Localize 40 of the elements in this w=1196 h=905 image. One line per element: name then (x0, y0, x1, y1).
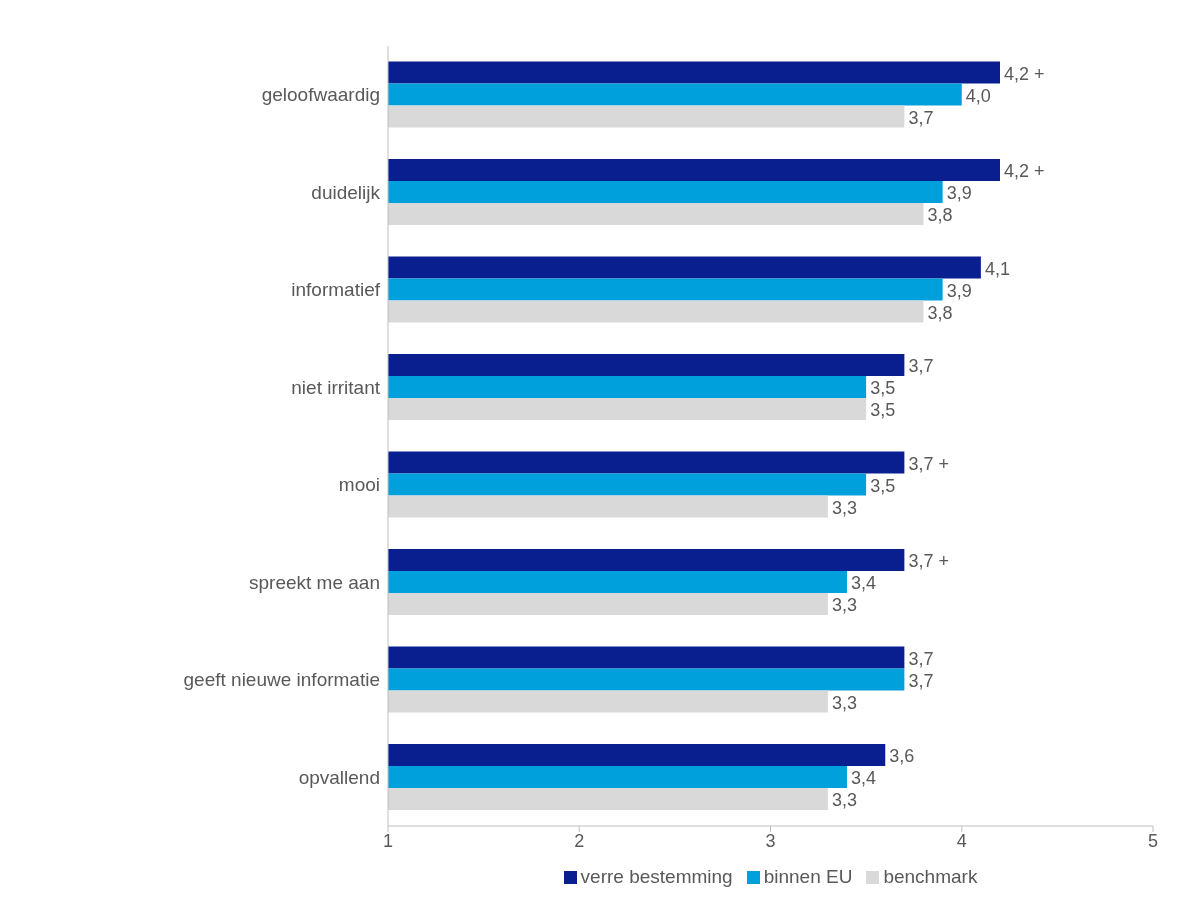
y-tick-label: informatief (291, 279, 381, 301)
data-label: 3,5 (870, 475, 896, 496)
y-tick-label: duidelijk (311, 181, 381, 203)
data-label: 3,3 (831, 595, 857, 616)
y-tick-label: geloofwaardig (261, 84, 380, 106)
data-label: 4,2 + (1004, 161, 1045, 182)
data-label: 3,7 (908, 670, 934, 691)
data-label: 3,5 (870, 378, 896, 399)
data-label: 3,7 + (908, 551, 949, 572)
data-label: 3,3 (831, 497, 857, 518)
x-tick-label: 3 (765, 830, 776, 851)
data-label: 3,7 + (908, 453, 949, 474)
y-tick-label: niet irritant (291, 376, 381, 398)
data-label: 3,4 (851, 768, 877, 789)
data-label: 3,9 (946, 280, 972, 301)
x-tick-label: 5 (1147, 830, 1159, 851)
data-label: 3,7 (908, 648, 934, 669)
data-label: 3,7 (908, 356, 934, 377)
legend-label: verre bestemming (579, 866, 733, 888)
data-label: 4,2 + (1004, 63, 1045, 84)
data-label: 3,7 (908, 107, 934, 128)
legend-label: binnen EU (762, 866, 853, 888)
data-label: 3,9 (946, 183, 972, 204)
legend-label: benchmark (882, 866, 978, 888)
x-tick-label: 2 (574, 830, 585, 851)
data-label: 4,0 (965, 85, 991, 106)
data-label: 3,8 (927, 302, 953, 323)
data-label: 3,3 (831, 692, 857, 713)
data-label: 3,6 (889, 746, 915, 767)
data-label: 3,3 (831, 790, 857, 811)
y-tick-label: geeft nieuwe informatie (183, 669, 380, 691)
y-tick-label: spreekt me aan (249, 571, 380, 593)
data-label: 4,1 (984, 258, 1010, 279)
x-tick-label: 1 (382, 830, 394, 851)
data-label: 3,8 (927, 205, 953, 226)
data-label: 3,4 (851, 573, 877, 594)
data-label: 3,5 (870, 400, 896, 421)
y-tick-label: opvallend (298, 766, 380, 788)
y-tick-label: mooi (338, 474, 380, 496)
x-tick-label: 4 (956, 830, 967, 851)
